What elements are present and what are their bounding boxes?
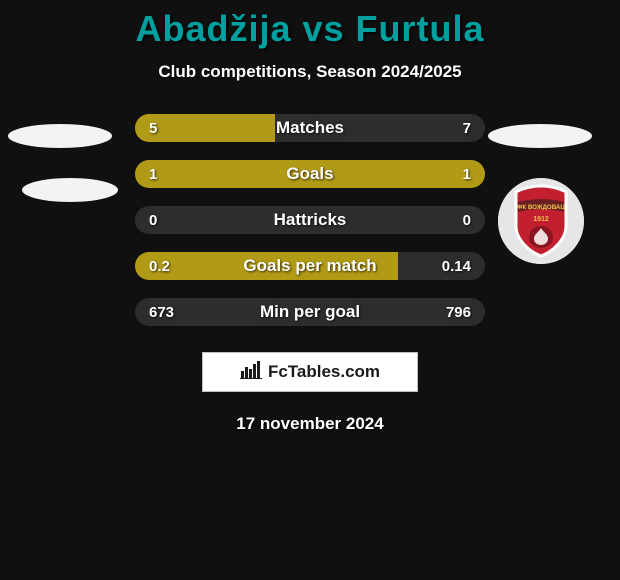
stat-label: Goals per match bbox=[135, 256, 485, 276]
stat-value-right: 7 bbox=[463, 120, 471, 137]
left-player-badge-2 bbox=[22, 178, 118, 202]
stat-value-right: 0 bbox=[463, 212, 471, 229]
svg-text:ФК ВОЖДОВАЦ: ФК ВОЖДОВАЦ bbox=[517, 204, 565, 211]
stat-row: 0.2Goals per match0.14 bbox=[135, 252, 485, 280]
right-club-crest: ФК ВОЖДОВАЦ 1912 bbox=[498, 178, 584, 264]
brand-label: FcTables.com bbox=[268, 362, 380, 382]
stat-row: 5Matches7 bbox=[135, 114, 485, 142]
stat-label: Goals bbox=[135, 164, 485, 184]
stat-value-right: 1 bbox=[463, 166, 471, 183]
brand-box[interactable]: FcTables.com bbox=[202, 352, 418, 392]
comparison-card: Abadžija vs Furtula Club competitions, S… bbox=[0, 0, 620, 580]
stat-row: 1Goals1 bbox=[135, 160, 485, 188]
page-title: Abadžija vs Furtula bbox=[0, 0, 620, 50]
stat-label: Min per goal bbox=[135, 302, 485, 322]
subtitle: Club competitions, Season 2024/2025 bbox=[0, 62, 620, 82]
right-player-badge-1 bbox=[488, 124, 592, 148]
date-line: 17 november 2024 bbox=[0, 414, 620, 434]
stat-value-right: 796 bbox=[446, 304, 471, 321]
left-player-badge-1 bbox=[8, 124, 112, 148]
stat-row: 0Hattricks0 bbox=[135, 206, 485, 234]
stat-row: 673Min per goal796 bbox=[135, 298, 485, 326]
svg-text:1912: 1912 bbox=[533, 216, 549, 223]
bar-chart-icon bbox=[240, 361, 262, 384]
stat-label: Hattricks bbox=[135, 210, 485, 230]
stat-value-right: 0.14 bbox=[442, 258, 471, 275]
stat-label: Matches bbox=[135, 118, 485, 138]
